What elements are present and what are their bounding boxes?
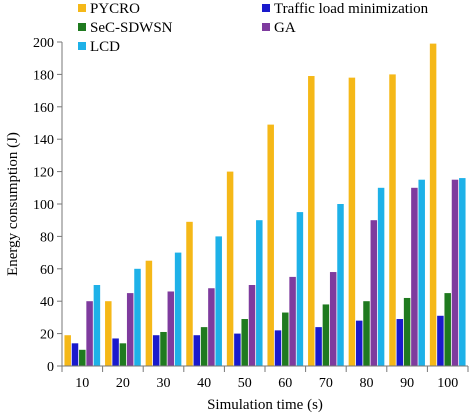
legend-item: SeC-SDWSN <box>78 20 173 36</box>
y-tick-label: 120 <box>33 166 54 181</box>
bar-traffic-load-minimization <box>315 327 322 366</box>
x-ticks: 10 20 30 40 50 60 70 80 90 100 <box>61 366 469 391</box>
bar-sec-sdwsn <box>79 349 86 366</box>
bar-lcd <box>215 236 222 366</box>
bar-lcd <box>174 252 182 366</box>
legend-swatch <box>78 23 86 31</box>
y-tick-label: 200 <box>33 36 54 51</box>
bar-traffic-load-minimization <box>71 343 79 366</box>
bar-lcd <box>459 178 466 366</box>
bar-sec-sdwsn <box>119 343 127 366</box>
x-axis-title: Simulation time (s) <box>207 397 323 413</box>
bar-pycro <box>308 76 315 367</box>
y-tick-label: 60 <box>40 263 54 278</box>
bar-pycro <box>186 221 193 366</box>
x-tick-label: 30 <box>157 376 171 391</box>
bar-traffic-load-minimization <box>437 315 444 366</box>
legend-swatch <box>262 23 270 31</box>
y-tick-label: 180 <box>33 68 54 83</box>
bar-sec-sdwsn <box>403 297 411 366</box>
bar-sec-sdwsn <box>444 293 451 366</box>
bar-ga <box>370 220 378 366</box>
bar-pycro <box>389 74 396 367</box>
x-tick-label: 90 <box>400 376 414 391</box>
bar-ga <box>329 272 337 366</box>
bar-pycro <box>226 171 234 366</box>
y-tick-label: 100 <box>33 198 54 213</box>
bar-pycro <box>348 77 356 366</box>
bar-sec-sdwsn <box>160 331 167 366</box>
bar-pycro <box>267 124 274 367</box>
bar-ga <box>208 288 215 366</box>
bar-pycro <box>429 43 437 367</box>
x-tick-label: 70 <box>319 376 333 391</box>
legend-item: LCD <box>78 39 120 55</box>
bar-pycro <box>145 260 153 366</box>
legend-swatch <box>262 4 270 12</box>
bar-traffic-load-minimization <box>112 338 119 366</box>
y-tick-label: 40 <box>40 295 54 310</box>
x-tick-label: 20 <box>116 376 130 391</box>
legend-label: GA <box>274 20 296 36</box>
legend-item: PYCRO <box>78 1 140 17</box>
bar-pycro <box>105 301 112 366</box>
bar-traffic-load-minimization <box>396 319 404 366</box>
y-tick-label: 80 <box>40 230 54 245</box>
bar-lcd <box>337 204 344 366</box>
bar-ga <box>289 276 296 366</box>
bar-sec-sdwsn <box>200 327 208 366</box>
bar-ga <box>126 293 134 366</box>
bar-pycro <box>64 335 71 366</box>
x-tick-label: 50 <box>238 376 252 391</box>
legend-label: Traffic load minimization <box>274 1 429 17</box>
y-axis-title: Energy consumption (J) <box>5 132 21 276</box>
legend-swatch <box>78 42 86 50</box>
bar-lcd <box>134 268 141 366</box>
bar-sec-sdwsn <box>282 312 289 366</box>
bar-ga <box>167 291 175 366</box>
bar-ga <box>86 301 93 366</box>
bar-traffic-load-minimization <box>355 320 363 366</box>
bar-sec-sdwsn <box>363 301 370 366</box>
bar-lcd <box>377 187 385 366</box>
bar-lcd <box>93 285 101 366</box>
bar-traffic-load-minimization <box>234 333 241 366</box>
y-tick-label: 160 <box>33 101 54 116</box>
legend-item: GA <box>262 20 296 36</box>
x-tick-label: 40 <box>197 376 211 391</box>
bar-traffic-load-minimization <box>193 335 201 366</box>
y-tick-label: 20 <box>40 328 54 343</box>
x-tick-label: 10 <box>75 376 89 391</box>
bar-ga <box>248 285 256 366</box>
y-tick-label: 0 <box>47 360 54 375</box>
y-ticks: 0 20 40 60 80 100 120 140 160 180 200 <box>33 36 62 375</box>
bar-traffic-load-minimization <box>274 330 282 366</box>
bars <box>64 43 466 367</box>
bar-ga <box>451 179 459 366</box>
legend-label: PYCRO <box>90 1 140 17</box>
x-tick-label: 100 <box>437 376 458 391</box>
y-tick-label: 140 <box>33 133 54 148</box>
legend-label: LCD <box>90 39 120 55</box>
bar-sec-sdwsn <box>241 319 248 366</box>
bar-lcd <box>256 220 263 366</box>
legend-swatch <box>78 4 86 12</box>
bar-traffic-load-minimization <box>152 335 160 366</box>
legend: PYCRO Traffic load minimization SeC-SDWSN G… <box>78 1 429 55</box>
bar-sec-sdwsn <box>322 304 330 366</box>
x-tick-label: 60 <box>278 376 292 391</box>
legend-item: Traffic load minimization <box>262 1 429 17</box>
bar-ga <box>411 187 418 366</box>
x-tick-label: 80 <box>360 376 374 391</box>
bar-lcd <box>296 212 304 366</box>
bar-lcd <box>418 179 425 366</box>
legend-label: SeC-SDWSN <box>90 20 173 36</box>
